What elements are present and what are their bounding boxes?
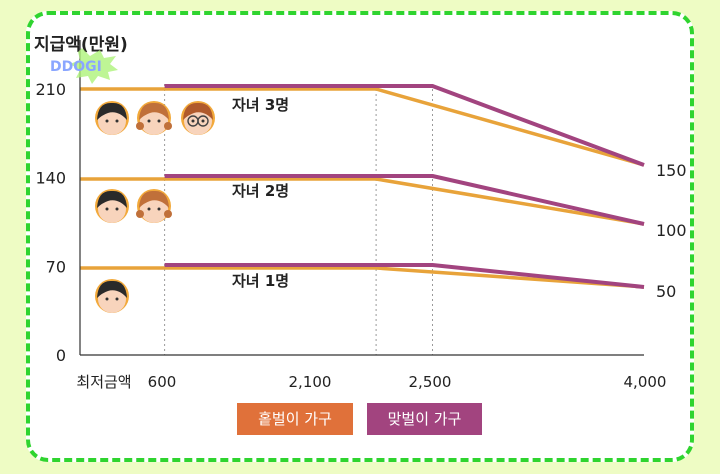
dual-income-line	[164, 263, 645, 289]
legend-single-income: 홑벌이 가구	[237, 403, 353, 435]
axis-layer	[79, 40, 644, 356]
boy-icon	[95, 101, 129, 135]
y-axis-label: 지급액(만원)	[34, 35, 128, 55]
icon-eye	[105, 297, 109, 301]
glasses-icon	[181, 101, 215, 135]
single-income-line	[80, 266, 645, 289]
legend-dual-income: 맞벌이 가구	[367, 403, 482, 435]
y-tick-right: 150	[656, 161, 687, 180]
icon-hair	[139, 190, 169, 208]
dual-income-line	[164, 174, 645, 226]
dual-income-line	[164, 84, 645, 167]
girl-icon	[136, 101, 172, 135]
icon-hair	[97, 190, 127, 208]
icon-glasses	[197, 115, 209, 127]
icon-eye	[105, 119, 109, 123]
grid-layer	[79, 84, 433, 355]
icon-eye	[157, 207, 161, 211]
icon-hair	[97, 102, 127, 120]
icon-pigtail	[136, 210, 144, 218]
icon-eye	[201, 119, 205, 123]
x-tick: 4,000	[624, 373, 667, 391]
boy-icon	[95, 279, 129, 313]
icon-pigtail	[164, 122, 172, 130]
icon-eye	[191, 119, 195, 123]
x-tick: 600	[148, 373, 177, 391]
series-layer	[80, 84, 645, 289]
icon-hair	[139, 102, 169, 120]
x-tick: 2,100	[289, 373, 332, 391]
x-tick: 최저금액	[76, 373, 131, 391]
watermark: DDOGI	[50, 59, 102, 75]
y-tick-left: 70	[46, 257, 66, 276]
icon-eye	[147, 119, 151, 123]
icon-layer	[95, 101, 215, 313]
icon-hair	[183, 102, 213, 120]
y-tick-left: 0	[56, 346, 66, 365]
icon-pigtail	[136, 122, 144, 130]
icon-eye	[115, 207, 119, 211]
group-label: 자녀 3명	[232, 96, 289, 114]
girl-icon	[136, 189, 172, 223]
x-tick: 2,500	[409, 373, 452, 391]
single-income-line	[80, 87, 645, 167]
watermark-burst	[70, 48, 118, 84]
icon-eye	[115, 297, 119, 301]
group-label: 자녀 2명	[232, 182, 289, 200]
icon-eye	[147, 207, 151, 211]
icon-eye	[105, 207, 109, 211]
icon-eye	[157, 119, 161, 123]
y-tick-left: 210	[35, 80, 66, 99]
icon-eye	[115, 119, 119, 123]
boy-icon	[95, 189, 129, 223]
icon-hair	[97, 280, 127, 298]
label-layer: 지급액(만원) DDOGI 0 70 140 210 50 100 150 최저금액 600 2,10…	[34, 35, 687, 391]
group-label: 자녀 1명	[232, 272, 289, 290]
icon-pigtail	[164, 210, 172, 218]
y-tick-right: 100	[656, 221, 687, 240]
y-tick-right: 50	[656, 282, 676, 301]
single-income-line	[80, 177, 645, 226]
y-tick-left: 140	[35, 169, 66, 188]
